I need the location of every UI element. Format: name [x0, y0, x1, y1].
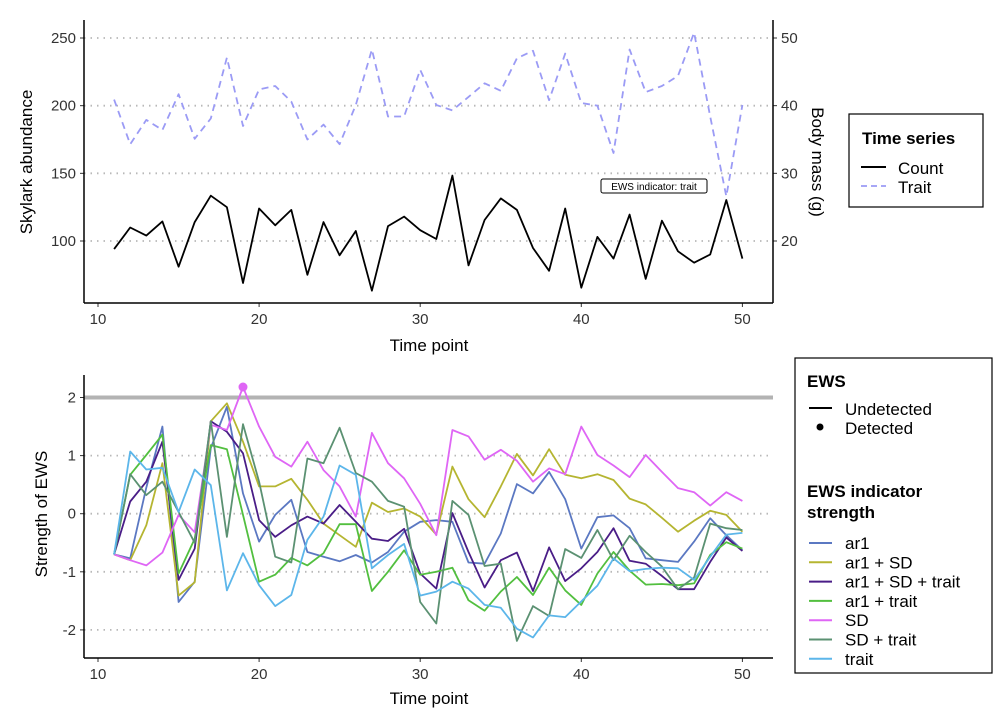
top-annotation: EWS indicator: trait [600, 178, 708, 194]
series-line-sd [113, 386, 743, 567]
y2-tick-label: 50 [781, 30, 798, 47]
legend-label-sd-trait: SD + trait [845, 631, 917, 650]
legend-label-ar1: ar1 [845, 534, 870, 553]
x-tick-label: 30 [412, 666, 429, 683]
y-tick-label: 250 [51, 30, 76, 47]
y-tick-label: 1 [68, 448, 76, 465]
y2-tick-label: 30 [781, 165, 798, 182]
bottom-xlabel: Time point [390, 689, 469, 708]
legend-label-ar1-sd-trait: ar1 + SD + trait [845, 573, 961, 592]
series-line-sd-trait [113, 420, 743, 642]
legend-title-strength-2: strength [807, 503, 875, 522]
y-tick-label: 150 [51, 165, 76, 182]
top-legend: Time series Count Trait [848, 113, 984, 208]
y-tick-label: -1 [63, 564, 76, 581]
x-tick-label: 40 [573, 666, 590, 683]
series-line-trait [113, 31, 744, 198]
legend-label-ar1-trait: ar1 + trait [845, 592, 918, 611]
x-tick-label: 10 [90, 311, 107, 328]
legend-label-sd: SD [845, 611, 869, 630]
y-tick-label: 0 [68, 506, 76, 523]
x-tick-label: 30 [412, 311, 429, 328]
top-xlabel: Time point [390, 336, 469, 355]
legend-label-trait: trait [845, 650, 874, 669]
series-line-trait [113, 450, 743, 639]
legend-title-time-series: Time series [862, 129, 955, 148]
series-line-ar1-trait [113, 433, 743, 612]
x-tick-label: 40 [573, 311, 590, 328]
x-tick-label: 20 [251, 666, 268, 683]
legend-label-undetected: Undetected [845, 400, 932, 419]
legend-title-strength-1: EWS indicator [807, 482, 923, 501]
y-tick-label: 200 [51, 98, 76, 115]
bottom-legend: EWS Undetected Detected EWS indicator st… [794, 357, 993, 674]
legend-label-ar1-sd: ar1 + SD [845, 553, 913, 572]
annotation-text: EWS indicator: trait [611, 182, 697, 193]
top-ylabel: Skylark abundance [17, 90, 36, 235]
x-tick-label: 20 [251, 311, 268, 328]
legend-label-detected: Detected [845, 419, 913, 438]
y-tick-label: 2 [68, 390, 76, 407]
legend-title-ews: EWS [807, 372, 846, 391]
series-line-count [113, 174, 744, 292]
top-y2label: Body mass (g) [808, 107, 827, 217]
y-tick-label: 100 [51, 233, 76, 250]
y2-tick-label: 20 [781, 233, 798, 250]
detected-point [238, 382, 248, 392]
x-tick-label: 50 [734, 666, 751, 683]
y2-tick-label: 40 [781, 98, 798, 115]
x-tick-label: 10 [90, 666, 107, 683]
legend-key-detected [816, 423, 824, 431]
bottom-ylabel: Strength of EWS [32, 451, 51, 578]
y-tick-label: -2 [63, 622, 76, 639]
legend-label-trait: Trait [898, 178, 932, 197]
series-line-ar1-sd [113, 402, 744, 597]
x-tick-label: 50 [734, 311, 751, 328]
legend-label-count: Count [898, 159, 944, 178]
